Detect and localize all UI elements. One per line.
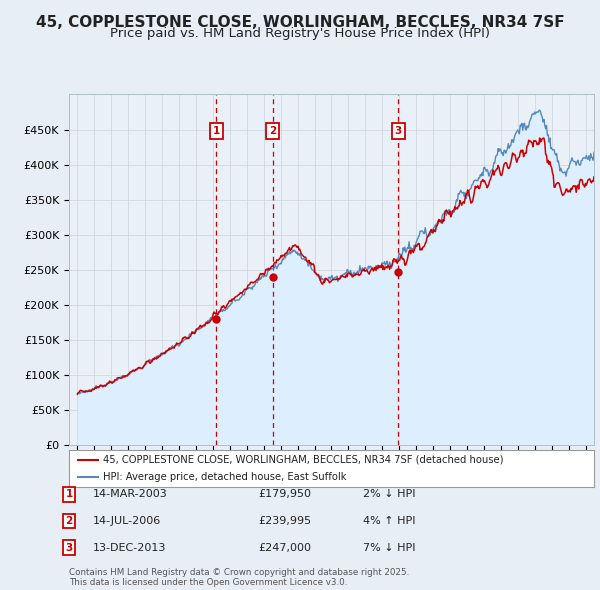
Text: 14-MAR-2003: 14-MAR-2003 (93, 490, 168, 499)
Text: £239,995: £239,995 (258, 516, 311, 526)
Text: 2: 2 (269, 126, 277, 136)
Text: 3: 3 (395, 126, 402, 136)
Text: £179,950: £179,950 (258, 490, 311, 499)
Text: 4% ↑ HPI: 4% ↑ HPI (363, 516, 415, 526)
Text: Price paid vs. HM Land Registry's House Price Index (HPI): Price paid vs. HM Land Registry's House … (110, 27, 490, 40)
Text: 3: 3 (65, 543, 73, 552)
Text: 45, COPPLESTONE CLOSE, WORLINGHAM, BECCLES, NR34 7SF: 45, COPPLESTONE CLOSE, WORLINGHAM, BECCL… (35, 15, 565, 30)
Text: 1: 1 (65, 490, 73, 499)
Text: 45, COPPLESTONE CLOSE, WORLINGHAM, BECCLES, NR34 7SF (detached house): 45, COPPLESTONE CLOSE, WORLINGHAM, BECCL… (103, 455, 503, 464)
Text: 1: 1 (213, 126, 220, 136)
Text: 14-JUL-2006: 14-JUL-2006 (93, 516, 161, 526)
Text: 2% ↓ HPI: 2% ↓ HPI (363, 490, 415, 499)
Text: 2: 2 (65, 516, 73, 526)
Text: Contains HM Land Registry data © Crown copyright and database right 2025.
This d: Contains HM Land Registry data © Crown c… (69, 568, 409, 587)
Text: 13-DEC-2013: 13-DEC-2013 (93, 543, 166, 552)
Text: 7% ↓ HPI: 7% ↓ HPI (363, 543, 415, 552)
Text: £247,000: £247,000 (258, 543, 311, 552)
Text: HPI: Average price, detached house, East Suffolk: HPI: Average price, detached house, East… (103, 472, 347, 481)
